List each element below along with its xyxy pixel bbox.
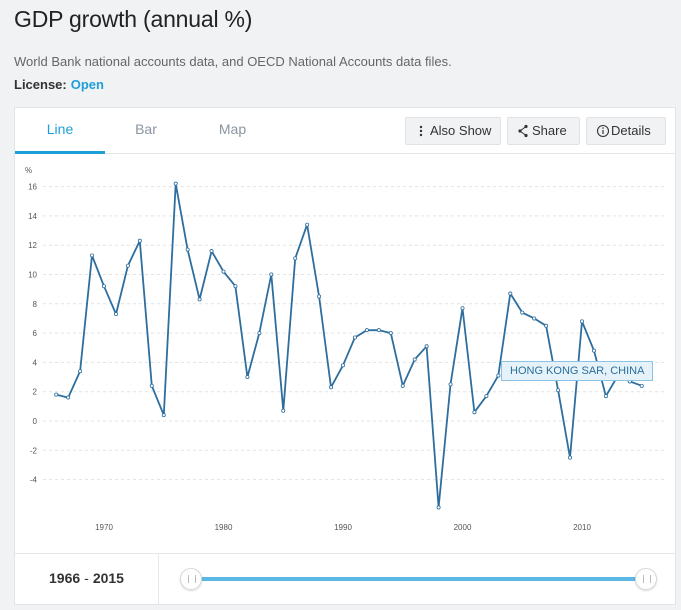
y-tick-labels: -4 -2 0 2 4 6 8 10 12 14 16 [28,183,37,485]
x-tick-label: 2000 [454,523,472,532]
tab-bar[interactable]: Bar [135,121,157,137]
data-point [568,455,573,460]
data-point [137,238,142,243]
tab-line[interactable]: Line [15,108,105,154]
chart-tabs: Line Bar Map Also Show Share Details [15,108,675,154]
year-range: 1966-2015 [15,554,159,605]
also-show-button[interactable]: Also Show [405,117,501,145]
y-tick-label: 14 [28,212,37,221]
license-link[interactable]: Open [70,77,104,92]
x-tick-labels: 1970 1980 1990 2000 2010 [95,523,591,532]
y-tick-label: 12 [28,241,37,250]
data-point [209,249,214,254]
series-layer [54,181,644,510]
data-point [293,256,298,261]
range-start: 1966 [49,570,81,586]
data-point [329,385,334,390]
grid-lines [43,186,665,481]
series-line [55,182,643,509]
y-tick-label: 2 [33,388,38,397]
data-point [580,319,585,324]
data-point [113,312,118,317]
data-point [197,297,202,302]
data-point [281,408,286,413]
data-point [173,181,178,186]
share-label: Share [532,123,567,138]
details-label: Details [611,123,651,138]
data-point [54,392,59,397]
data-point [221,269,226,274]
y-tick-label: 6 [33,329,38,338]
x-tick-label: 1980 [215,523,233,532]
data-point [496,373,501,378]
data-point [317,294,322,299]
data-point [412,357,417,362]
page-title: GDP growth (annual %) [14,6,253,32]
data-point [520,310,525,315]
data-point [400,383,405,388]
data-point [233,284,238,289]
also-show-label: Also Show [430,123,492,138]
y-tick-label: -2 [30,446,38,455]
y-tick-label: 4 [33,358,38,367]
data-point [388,331,393,336]
info-icon [596,124,609,138]
data-point [448,382,453,387]
x-tick-label: 1970 [95,523,113,532]
data-point [90,253,95,258]
share-icon [518,124,528,138]
y-axis-unit: % [25,166,32,175]
data-point [544,323,549,328]
x-tick-label: 2010 [573,523,591,532]
range-separator: - [84,570,89,586]
data-point [340,363,345,368]
data-point [591,348,596,353]
data-point [376,328,381,333]
line-chart: % -4 -2 0 2 4 6 8 10 12 14 16 1970 1980 1990 2000 2010 [25,166,665,532]
range-slider-track[interactable] [190,577,645,581]
data-point [66,395,71,400]
y-tick-label: 10 [28,271,37,280]
license: License: Open [14,77,104,92]
data-point [305,222,310,227]
data-point [78,369,83,374]
data-point [603,394,608,399]
license-label: License: [14,77,67,92]
data-point [352,335,357,340]
data-point [257,331,262,336]
tab-map[interactable]: Map [218,121,247,137]
data-point [245,375,250,380]
range-start-handle[interactable] [180,568,202,590]
vertical-dots-icon [419,125,423,137]
x-tick-label: 1990 [334,523,352,532]
data-point [424,344,429,349]
series-tooltip: HONG KONG SAR, CHINA [501,361,654,381]
data-point [460,306,465,311]
share-button[interactable]: Share [507,117,580,145]
data-point [161,413,166,418]
details-button[interactable]: Details [586,117,666,145]
chart-card: Line Bar Map Also Show Share Details [14,107,676,605]
range-end: 2015 [92,570,124,586]
range-footer: 1966-2015 [15,553,675,605]
data-point [102,284,107,289]
y-tick-label: -4 [30,476,38,485]
data-point [436,505,441,510]
data-point [639,383,644,388]
data-point [556,388,561,393]
y-tick-label: 0 [33,417,38,426]
data-point [508,291,513,296]
y-tick-label: 16 [28,183,37,192]
source-note: World Bank national accounts data, and O… [14,54,452,69]
data-point [185,247,190,252]
data-point [269,272,274,277]
data-point [149,383,154,388]
data-point [364,328,369,333]
data-point [125,263,130,268]
range-end-handle[interactable] [635,568,657,590]
data-point [532,316,537,321]
data-point [484,394,489,399]
data-point [472,410,477,415]
y-tick-label: 8 [33,300,38,309]
